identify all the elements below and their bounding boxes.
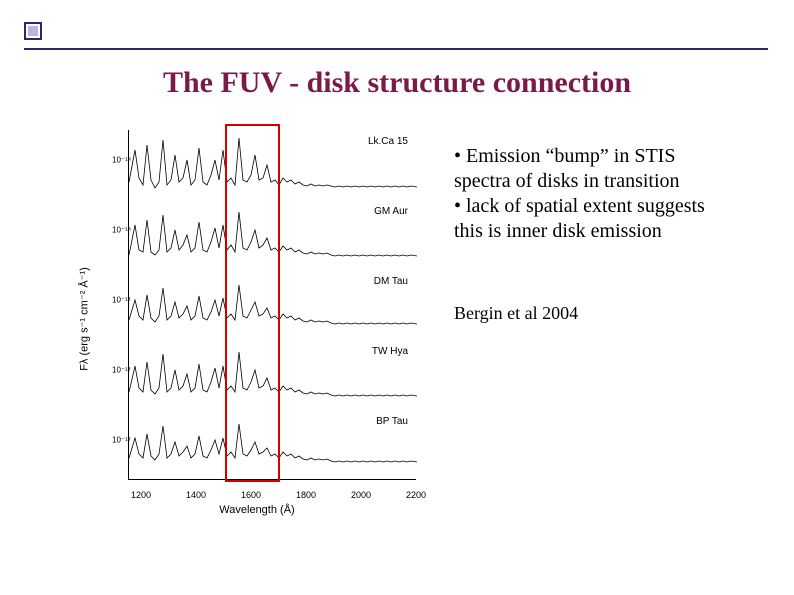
panel-dmtau: DM Tau: [129, 270, 416, 340]
y-tick: 10⁻¹³: [112, 296, 130, 305]
y-tick: 10⁻¹⁴: [112, 226, 131, 235]
spectra-chart: Fλ (erg s⁻¹ cm⁻² Å⁻¹) Wavelength (Å) Lk.…: [88, 120, 426, 518]
panel-label: TW Hya: [372, 346, 408, 357]
header-rule: [24, 48, 768, 50]
panel-label: Lk.Ca 15: [368, 136, 408, 147]
panel-twhya: TW Hya: [129, 340, 416, 410]
plot-area: Lk.Ca 15 GM Aur DM Tau TW Hya BP Tau: [128, 130, 416, 480]
y-tick: 10⁻¹⁴: [112, 156, 131, 165]
bullet-2: • lack of spatial extent suggests this i…: [454, 194, 714, 244]
text-column: • Emission “bump” in STIS spectra of dis…: [454, 120, 714, 518]
panel-bptau: BP Tau: [129, 410, 416, 480]
panel-label: BP Tau: [376, 416, 408, 427]
bullet-1: • Emission “bump” in STIS spectra of dis…: [454, 144, 714, 194]
panel-label: GM Aur: [374, 206, 408, 217]
panel-label: DM Tau: [374, 276, 408, 287]
y-axis-label: Fλ (erg s⁻¹ cm⁻² Å⁻¹): [78, 267, 91, 371]
panel-gmaur: GM Aur: [129, 200, 416, 270]
x-tick: 1800: [296, 490, 316, 500]
x-tick: 1600: [241, 490, 261, 500]
slide-marker-icon: [24, 22, 42, 40]
x-tick: 1400: [186, 490, 206, 500]
content-row: Fλ (erg s⁻¹ cm⁻² Å⁻¹) Wavelength (Å) Lk.…: [88, 120, 714, 518]
slide-title: The FUV - disk structure connection: [0, 66, 794, 100]
y-tick: 10⁻¹³: [112, 436, 130, 445]
panel-lkca15: Lk.Ca 15: [129, 130, 416, 200]
x-tick: 1200: [131, 490, 151, 500]
x-tick: 2000: [351, 490, 371, 500]
y-tick: 10⁻¹³: [112, 366, 130, 375]
x-tick: 2200: [406, 490, 426, 500]
citation: Bergin et al 2004: [454, 302, 714, 325]
x-axis-label: Wavelength (Å): [219, 504, 294, 516]
